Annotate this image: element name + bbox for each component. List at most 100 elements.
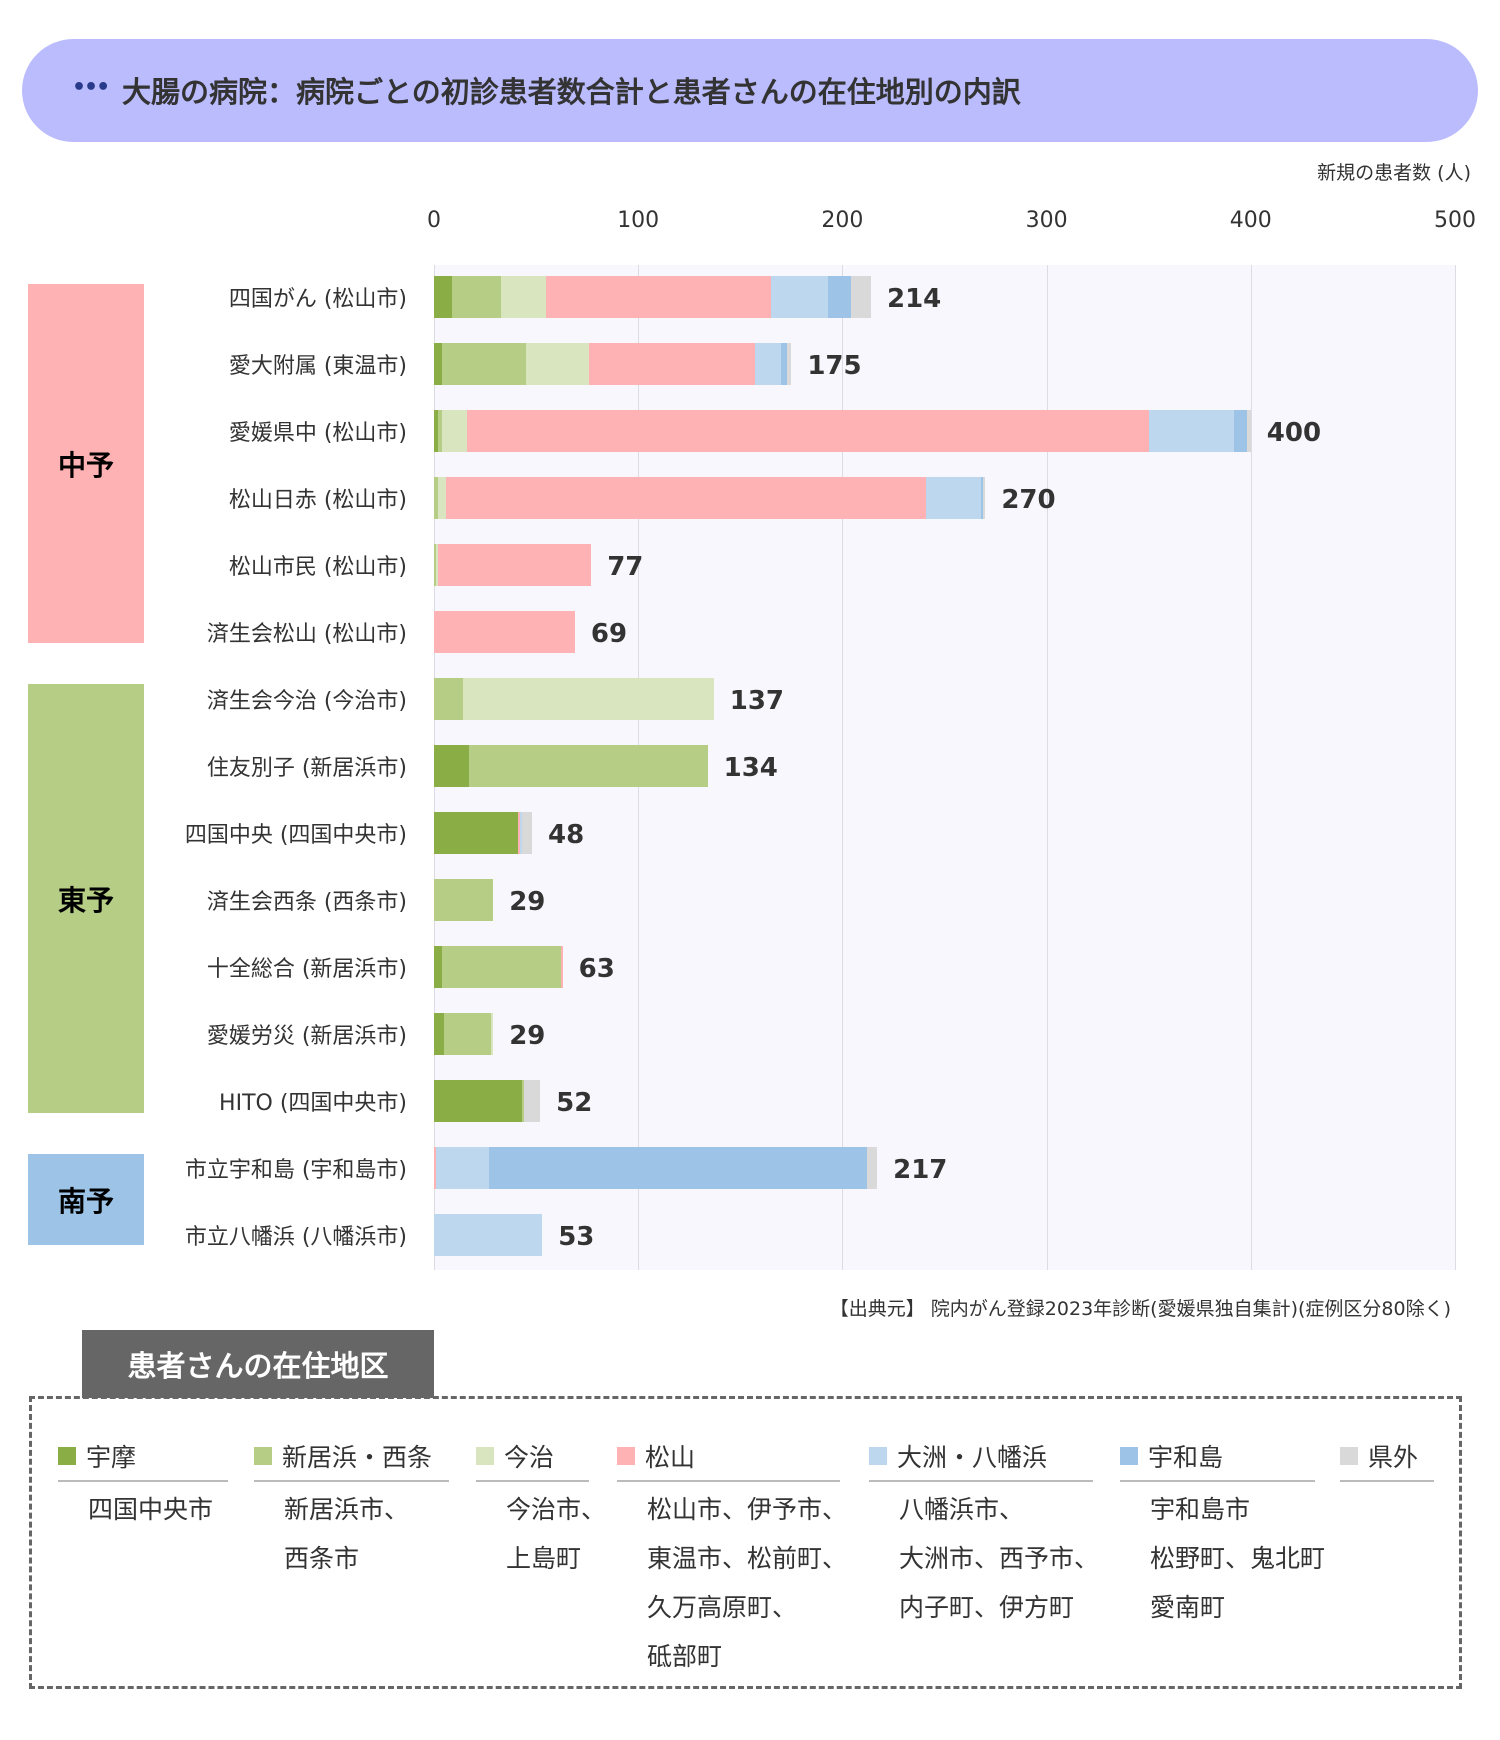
legend-header: 宇和島 xyxy=(1120,1438,1315,1482)
bar-segment-今治 xyxy=(491,1013,494,1055)
legend-area-text: 宇和島市 xyxy=(1150,1495,1251,1524)
category-label: 四国がん (松山市) xyxy=(228,287,407,312)
legend-area-text: 大洲市、西予市、 xyxy=(899,1544,1100,1573)
gridline xyxy=(842,265,844,1270)
bar-segment-大洲・八幡浜 xyxy=(434,1214,543,1256)
bar-segment-新居浜・西条 xyxy=(442,946,561,988)
title-banner: ••• 大腸の病院：病院ごとの初診患者数合計と患者さんの在住地別の内訳 xyxy=(22,39,1478,142)
legend-label: 松山 xyxy=(645,1443,696,1472)
plot-area: 214 175 400 270 77 69 137 134 48 29 63 29 52 217 53 xyxy=(434,265,1456,1270)
bar-segment-宇和島 xyxy=(828,276,851,318)
bar-segment-宇摩 xyxy=(434,410,439,452)
bar-segment-大洲・八幡浜 xyxy=(519,812,522,854)
legend-swatch-icon xyxy=(1120,1447,1138,1465)
region-label: 東予 xyxy=(28,684,144,1113)
bar-segment-県外 xyxy=(866,1147,878,1189)
legend-swatch-icon xyxy=(476,1447,494,1465)
bar-segment-大洲・八幡浜 xyxy=(436,1147,490,1189)
x-tick-label: 100 xyxy=(617,208,660,233)
bar-segment-新居浜・西条 xyxy=(521,1080,524,1122)
legend-item: 今治 今治市、 上島町 xyxy=(476,1438,607,1580)
bar-segment-県外 xyxy=(523,1080,541,1122)
bar-total-label: 214 xyxy=(886,284,942,314)
legend-area-text: 東温市、松前町、 xyxy=(647,1544,848,1573)
legend-area-text: 西条市 xyxy=(284,1544,360,1573)
x-tick-label: 500 xyxy=(1434,208,1476,233)
bar-segment-大洲・八幡浜 xyxy=(770,276,829,318)
category-label: 松山市民 (松山市) xyxy=(228,555,407,580)
gridline xyxy=(1046,265,1048,1270)
legend-area-text: 新居浜市、 xyxy=(284,1495,410,1524)
region-label: 南予 xyxy=(28,1154,144,1245)
bar-segment-新居浜・西条 xyxy=(434,544,437,586)
category-label: 済生会西条 (西条市) xyxy=(206,890,407,915)
legend-header: 新居浜・西条 xyxy=(254,1438,449,1482)
bar-segment-大洲・八幡浜 xyxy=(926,477,982,519)
page-title: 大腸の病院：病院ごとの初診患者数合計と患者さんの在住地別の内訳 xyxy=(122,75,1021,109)
bar-segment-県外 xyxy=(850,276,871,318)
category-label: 松山日赤 (松山市) xyxy=(228,488,407,513)
bar-segment-新居浜・西条 xyxy=(438,410,443,452)
gridline xyxy=(1455,265,1456,1270)
legend-header: 今治 xyxy=(476,1438,589,1482)
bar-segment-宇和島 xyxy=(981,477,984,519)
bar-segment-今治 xyxy=(525,343,590,385)
bar-segment-宇和島 xyxy=(781,343,788,385)
bar-segment-新居浜・西条 xyxy=(442,343,526,385)
category-label: 十全総合 (新居浜市) xyxy=(206,957,407,982)
category-label: 愛大附属 (東温市) xyxy=(228,354,407,379)
bar-segment-松山 xyxy=(466,410,1149,452)
bar-segment-宇摩 xyxy=(434,1080,522,1122)
bar-segment-宇摩 xyxy=(434,946,443,988)
bar-segment-新居浜・西条 xyxy=(468,745,708,787)
bar-segment-新居浜・西条 xyxy=(434,879,494,921)
legend-header: 大洲・八幡浜 xyxy=(869,1438,1093,1482)
category-label: HITO (四国中央市) xyxy=(219,1091,407,1116)
legend-item: 新居浜・西条新居浜市、西条市 xyxy=(254,1438,449,1580)
bar-total-label: 137 xyxy=(729,686,785,716)
bar-segment-新居浜・西条 xyxy=(452,276,502,318)
legend-area-text: 上島町 xyxy=(506,1544,582,1573)
category-label: 市立宇和島 (宇和島市) xyxy=(184,1158,407,1183)
bar-segment-県外 xyxy=(1246,410,1251,452)
bar-segment-松山 xyxy=(438,544,592,586)
legend-area-text: 今治市、 xyxy=(506,1495,607,1524)
legend-item: 松山 松山市、伊予市、 東温市、松前町、 久万高原町、 砥部町 xyxy=(617,1438,848,1678)
bar-segment-宇和島 xyxy=(489,1147,867,1189)
legend-item: 宇摩 四国中央市 xyxy=(58,1438,228,1531)
category-label: 済生会今治 (今治市) xyxy=(206,689,407,714)
bar-total-label: 52 xyxy=(556,1088,593,1118)
bar-segment-松山 xyxy=(517,812,520,854)
legend-label: 今治 xyxy=(504,1443,555,1472)
bar-segment-大洲・八幡浜 xyxy=(754,343,782,385)
bar-segment-松山 xyxy=(446,477,927,519)
legend-title: 患者さんの在住地区 xyxy=(82,1330,434,1398)
bar-total-label: 270 xyxy=(1001,485,1056,515)
legend-area-text: 八幡浜市、 xyxy=(899,1495,1025,1524)
ellipsis-icon: ••• xyxy=(72,75,110,100)
legend-label: 大洲・八幡浜 xyxy=(897,1443,1048,1472)
legend-swatch-icon xyxy=(869,1447,887,1465)
legend-header: 松山 xyxy=(617,1438,840,1482)
bar-total-label: 175 xyxy=(807,351,862,381)
bar-segment-県外 xyxy=(983,477,986,519)
bar-total-label: 63 xyxy=(578,954,615,984)
axis-unit-label: 新規の患者数 (人) xyxy=(1317,162,1471,184)
bar-total-label: 400 xyxy=(1266,418,1322,448)
legend-item: 県外 xyxy=(1340,1438,1434,1482)
bar-total-label: 69 xyxy=(590,619,628,649)
gridline xyxy=(1250,265,1252,1270)
bar-segment-県外 xyxy=(521,812,532,854)
legend-area-text: 内子町、伊方町 xyxy=(899,1593,1075,1622)
bar-total-label: 53 xyxy=(558,1222,595,1252)
x-tick-label: 300 xyxy=(1025,208,1068,233)
bar-segment-県外 xyxy=(787,343,792,385)
legend-item: 大洲・八幡浜 八幡浜市、大洲市、西予市、 内子町、伊方町 xyxy=(869,1438,1100,1629)
x-tick-label: 400 xyxy=(1229,208,1272,233)
category-label: 四国中央 (四国中央市) xyxy=(184,823,407,848)
legend-area-text: 四国中央市 xyxy=(88,1495,214,1524)
source-note: 【出典元】 院内がん登録2023年診断(愛媛県独自集計)(症例区分80除く) xyxy=(829,1298,1451,1320)
bar-segment-今治 xyxy=(501,276,547,318)
bar-segment-松山 xyxy=(434,1147,437,1189)
bar-segment-松山 xyxy=(546,276,771,318)
